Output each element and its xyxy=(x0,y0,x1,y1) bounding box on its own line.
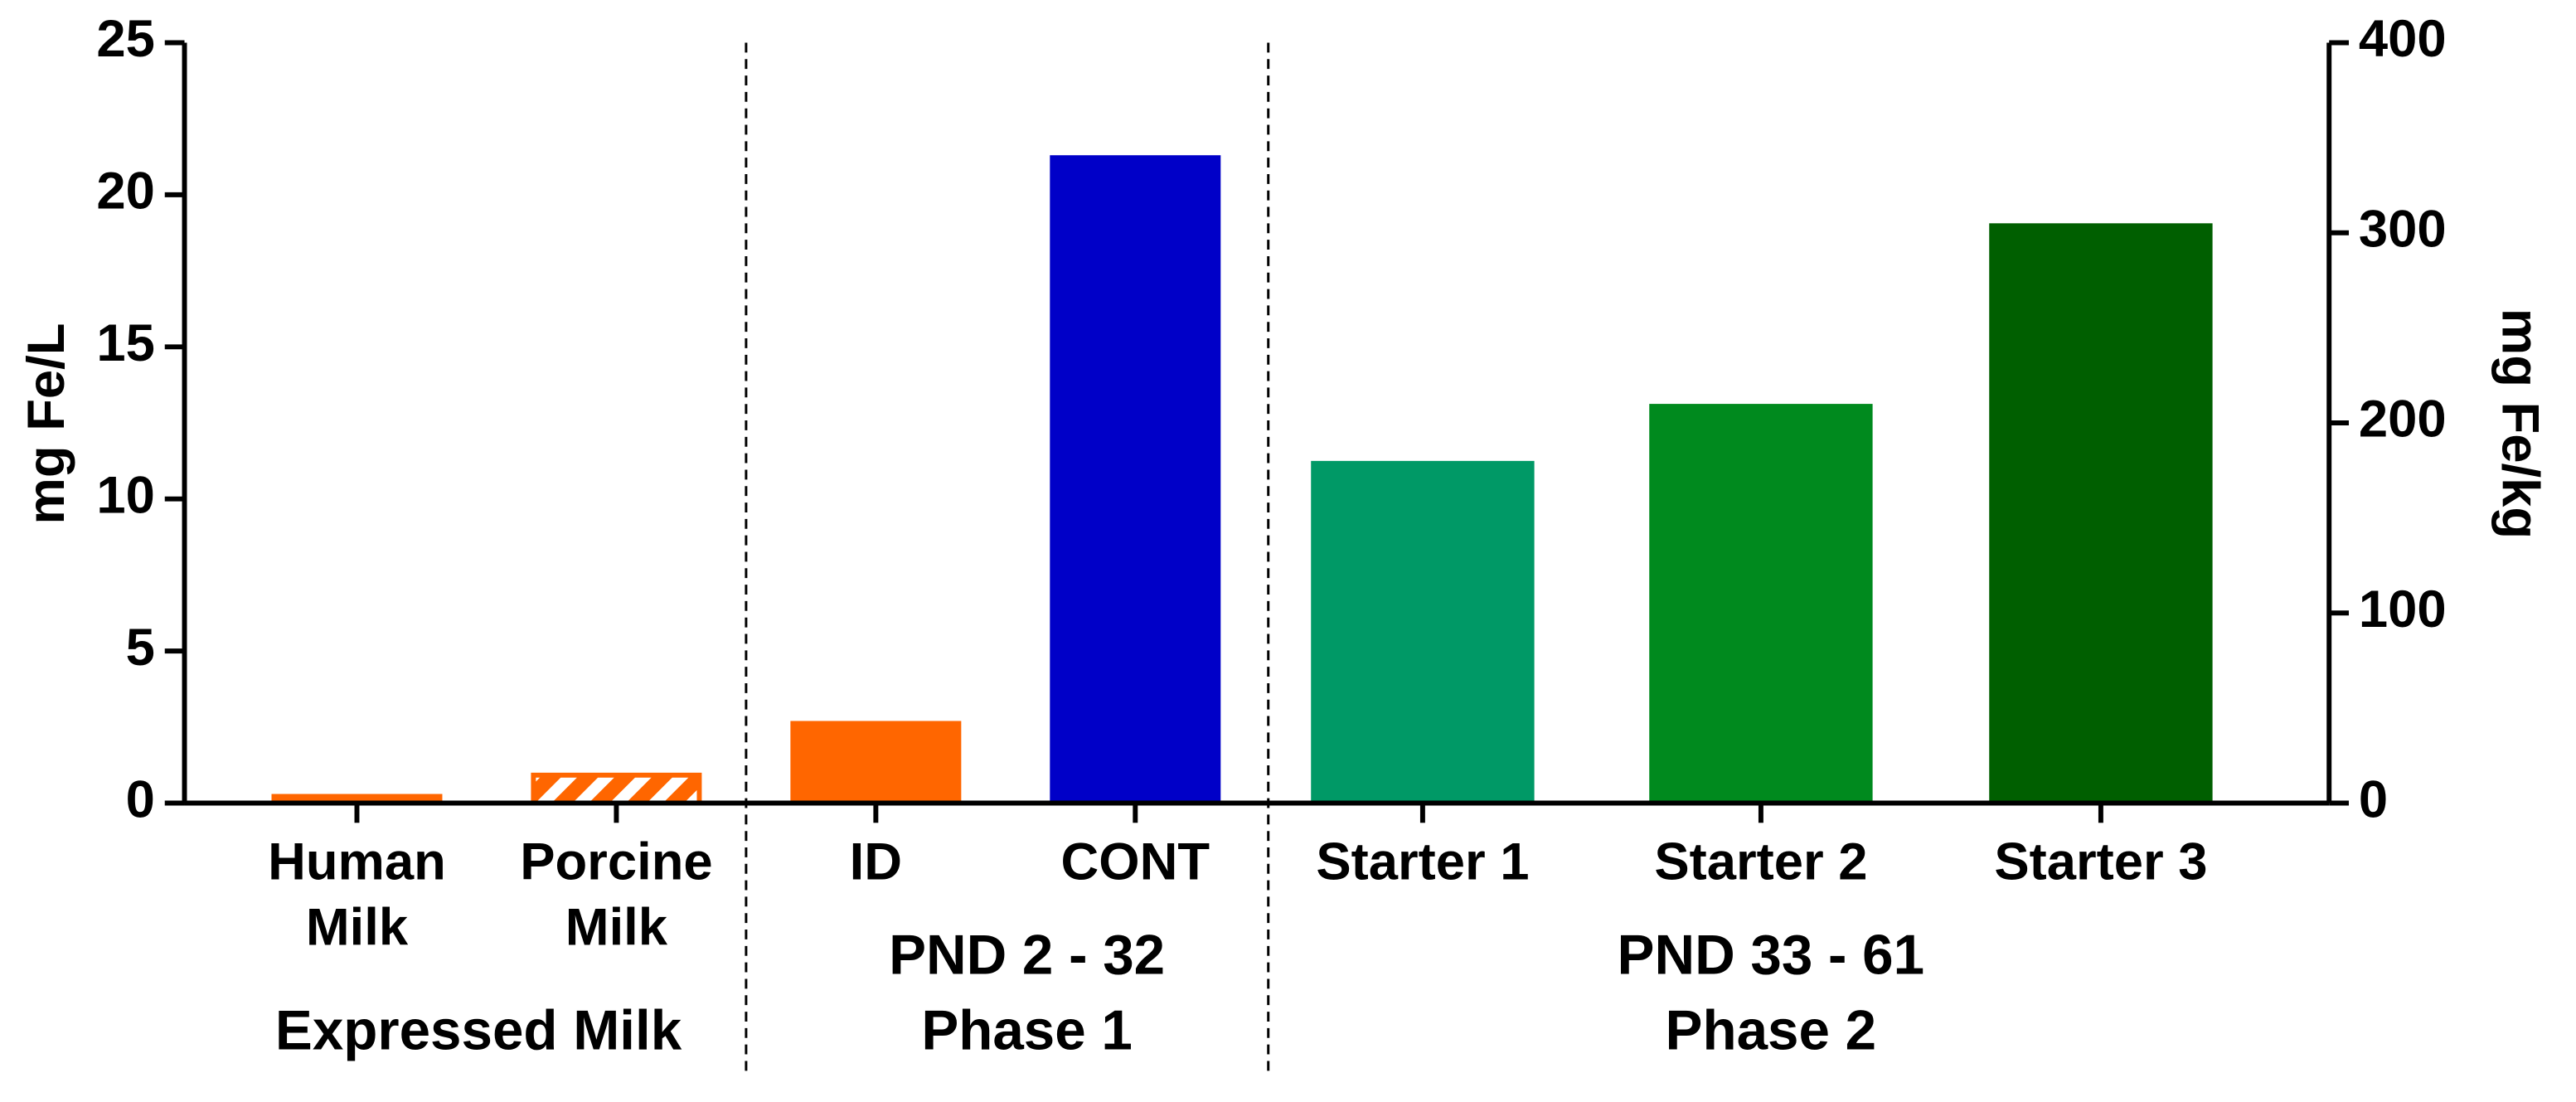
x-tick-label: Porcine xyxy=(520,833,712,891)
bar xyxy=(790,721,962,803)
bar xyxy=(271,794,443,803)
x-tick-label: Milk xyxy=(306,899,409,957)
x-tick-label: Starter 1 xyxy=(1316,833,1529,891)
group-label: Phase 2 xyxy=(1666,1000,1877,1062)
x-tick-label: Starter 3 xyxy=(1994,833,2207,891)
group-label: Expressed Milk xyxy=(275,1000,682,1062)
y2-tick-label: 0 xyxy=(2359,770,2388,828)
y2-tick-label: 300 xyxy=(2359,201,2447,259)
x-tick-label: Milk xyxy=(565,899,668,957)
y-tick-label: 15 xyxy=(96,314,154,372)
bar xyxy=(1989,223,2213,803)
x-tick-label: Human xyxy=(268,833,446,891)
y-tick-label: 20 xyxy=(96,163,154,221)
bar xyxy=(531,772,702,806)
y-axis-label: mg Fe/L xyxy=(17,323,75,525)
group-label: PND 2 - 32 xyxy=(889,924,1165,986)
y-tick-label: 5 xyxy=(126,619,155,677)
bar xyxy=(1311,460,1535,803)
y-tick-label: 0 xyxy=(126,770,155,828)
y-tick-label: 25 xyxy=(96,10,154,68)
group-label: PND 33 - 61 xyxy=(1618,924,1924,986)
y-tick-label: 10 xyxy=(96,466,154,524)
y2-tick-label: 400 xyxy=(2359,10,2447,68)
x-tick-label: CONT xyxy=(1061,833,1210,891)
y2-axis-label: mg Fe/kg xyxy=(2491,308,2549,539)
y2-tick-label: 100 xyxy=(2359,580,2447,638)
x-tick-label: ID xyxy=(850,833,902,891)
bar xyxy=(1649,404,1873,803)
group-label: Phase 1 xyxy=(921,1000,1133,1062)
bar xyxy=(1050,155,1221,803)
x-tick-label: Starter 2 xyxy=(1654,833,1867,891)
y2-tick-label: 200 xyxy=(2359,391,2447,449)
